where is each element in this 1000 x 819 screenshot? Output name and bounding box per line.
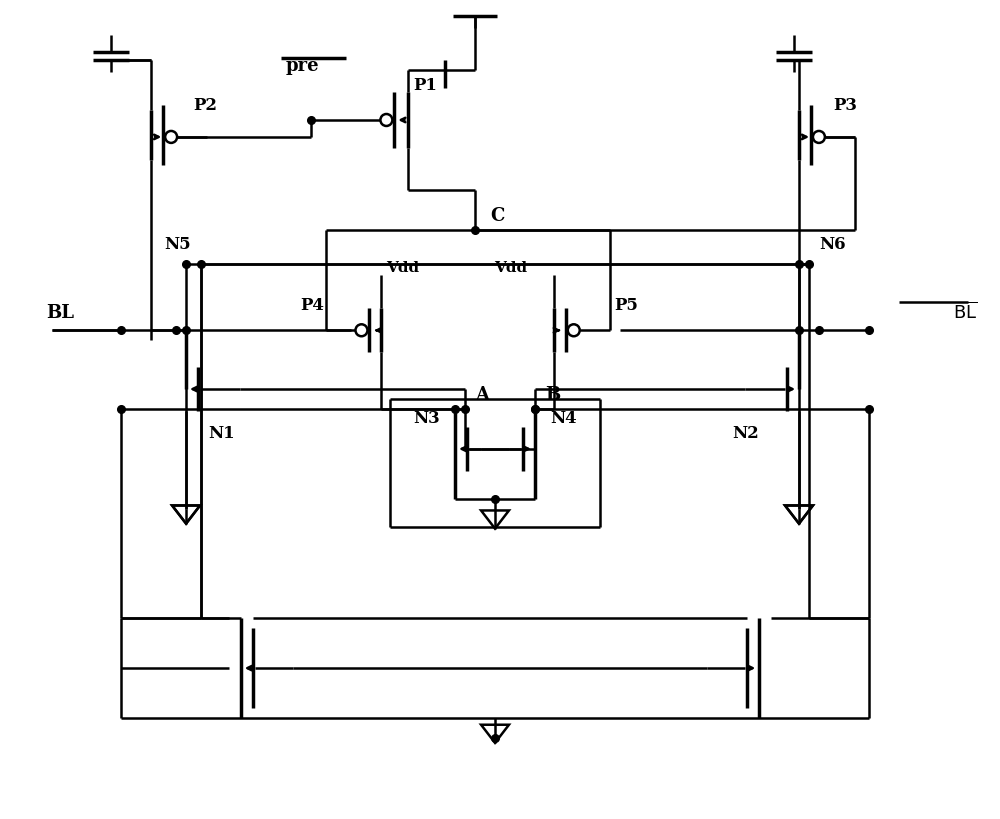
Text: Vdd: Vdd <box>494 261 527 275</box>
Text: $\overline{\mathrm{BL}}$: $\overline{\mathrm{BL}}$ <box>953 301 978 323</box>
Text: N5: N5 <box>164 236 191 253</box>
Text: N4: N4 <box>550 410 576 428</box>
Text: BL: BL <box>47 305 75 323</box>
Text: Vdd: Vdd <box>386 261 420 275</box>
Text: pre: pre <box>286 57 319 75</box>
Text: N2: N2 <box>732 425 759 442</box>
Text: P4: P4 <box>301 296 325 314</box>
Text: B: B <box>545 386 560 404</box>
Text: N6: N6 <box>819 236 846 253</box>
Text: A: A <box>475 386 489 404</box>
Text: P3: P3 <box>833 97 857 114</box>
Text: N1: N1 <box>208 425 235 442</box>
Text: N3: N3 <box>413 410 440 428</box>
Text: P1: P1 <box>413 77 437 93</box>
Text: P2: P2 <box>193 97 217 114</box>
Text: C: C <box>490 206 504 224</box>
Text: P5: P5 <box>615 296 638 314</box>
